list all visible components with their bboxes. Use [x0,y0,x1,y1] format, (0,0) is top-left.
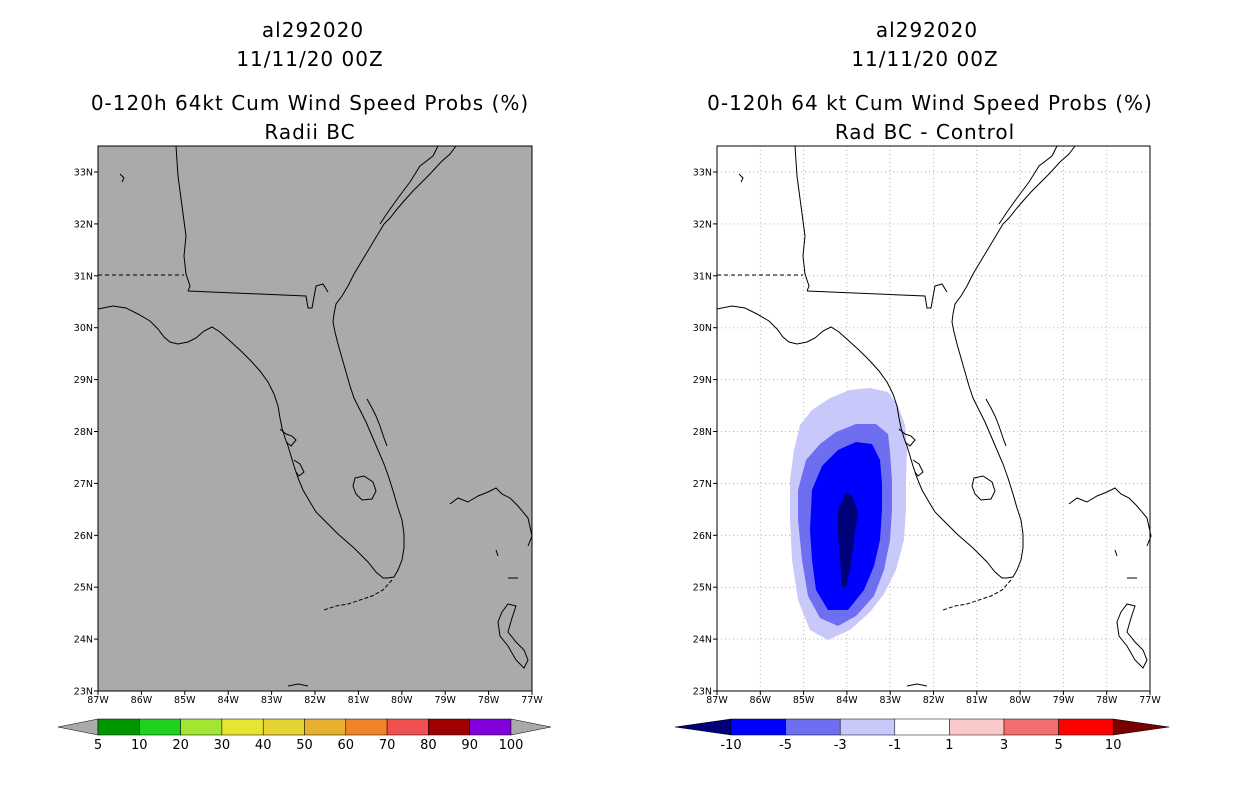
lat-label: 31N [74,271,93,282]
lat-label: 25N [693,583,712,594]
lon-label: 83W [261,695,283,706]
lat-label: 27N [74,479,93,490]
colorbar-label: -1 [888,738,901,753]
contour-minus-10 [838,492,858,588]
lon-label: 87W [87,695,109,706]
lat-label: 29N [74,375,93,386]
lon-label: 78W [478,695,500,706]
colorbar-label: 60 [338,738,355,753]
colorbar-swatch [139,718,181,736]
colorbar-label: 50 [296,738,313,753]
lon-label: 86W [131,695,153,706]
lon-label: 86W [750,695,772,706]
lat-label: 32N [74,219,93,230]
left-map-frame [97,145,533,692]
colorbar-label: 5 [1054,738,1062,753]
lat-label: 30N [693,323,712,334]
colorbar-label: 100 [499,738,524,753]
colorbar-swatch [839,718,896,736]
colorbar-swatch [97,718,140,736]
colorbar-label: 5 [94,738,102,753]
lat-label: 29N [693,375,712,386]
colorbar-swatch [221,718,264,736]
right-subtitle: Rad BC - Control [834,120,1016,144]
lat-label: 23N [693,687,712,698]
right-product-title: 0-120h 64 kt Cum Wind Speed Probs (%) [707,91,1153,115]
colorbar-label: -5 [779,738,792,753]
lon-label: 85W [793,695,815,706]
right-colorbar: -10 -5 -3 -1 1 3 5 10 [674,718,1170,753]
lat-label: 26N [74,531,93,542]
lon-label: 87W [706,695,728,706]
lat-label: 31N [693,271,712,282]
colorbar-label: 30 [214,738,231,753]
colorbar-label: 20 [172,738,189,753]
left-colorbar: 5 10 20 30 40 50 60 70 80 90 100 [57,718,552,753]
colorbar-label: 40 [255,738,272,753]
colorbar-swatch [428,718,470,736]
lon-label: 80W [1009,695,1031,706]
lat-label: 33N [74,168,93,179]
lat-label: 28N [74,427,93,438]
colorbar-swatch [949,718,1005,736]
colorbar-label: -10 [720,738,741,753]
colorbar-label: 70 [379,738,396,753]
colorbar-swatch [785,718,841,736]
colorbar-label: 3 [1000,738,1008,753]
lon-label: 80W [391,695,413,706]
lat-label: 25N [74,583,93,594]
left-date: 11/11/20 00Z [236,47,384,71]
colorbar-swatch [262,718,305,736]
colorbar-swatch [345,718,388,736]
colorbar-swatch [304,718,347,736]
lon-label: 83W [879,695,901,706]
colorbar-label: 10 [131,738,148,753]
colorbar-swatch [180,718,223,736]
colorbar-swatch [894,718,950,736]
colorbar-label: 90 [461,738,478,753]
lat-label: 24N [74,635,93,646]
lat-label: 26N [693,531,712,542]
left-subtitle: Radii BC [264,120,356,144]
colorbar-swatch [730,718,786,736]
colorbar-swatch [1058,718,1114,736]
colorbar-swatch [386,718,429,736]
lon-label: 82W [923,695,945,706]
right-storm-id: al292020 [875,18,979,42]
lon-label: 78W [1096,695,1118,706]
lat-label: 28N [693,427,712,438]
lon-label: 81W [348,695,370,706]
right-date: 11/11/20 00Z [851,47,999,71]
colorbar-label: 80 [420,738,437,753]
lon-label: 79W [434,695,456,706]
lon-label: 81W [966,695,988,706]
lon-label: 84W [217,695,239,706]
lon-label: 82W [304,695,326,706]
left-storm-id: al292020 [261,18,365,42]
colorbar-swatch [1003,718,1059,736]
lon-label: 79W [1053,695,1075,706]
lon-label: 77W [1139,695,1161,706]
lat-label: 33N [693,168,712,179]
prob-diff-contours [790,388,907,640]
lat-label: 24N [693,635,712,646]
lon-label: 85W [174,695,196,706]
colorbar-label: -3 [834,738,847,753]
lat-label: 30N [74,323,93,334]
lon-label: 77W [521,695,543,706]
colorbar-label: 10 [1105,738,1122,753]
colorbar-swatch [469,718,512,736]
lon-label: 84W [836,695,858,706]
lat-label: 27N [693,479,712,490]
colorbar-label: 1 [945,738,953,753]
lat-label: 32N [693,219,712,230]
lat-label: 23N [74,687,93,698]
left-product-title: 0-120h 64kt Cum Wind Speed Probs (%) [90,91,530,115]
